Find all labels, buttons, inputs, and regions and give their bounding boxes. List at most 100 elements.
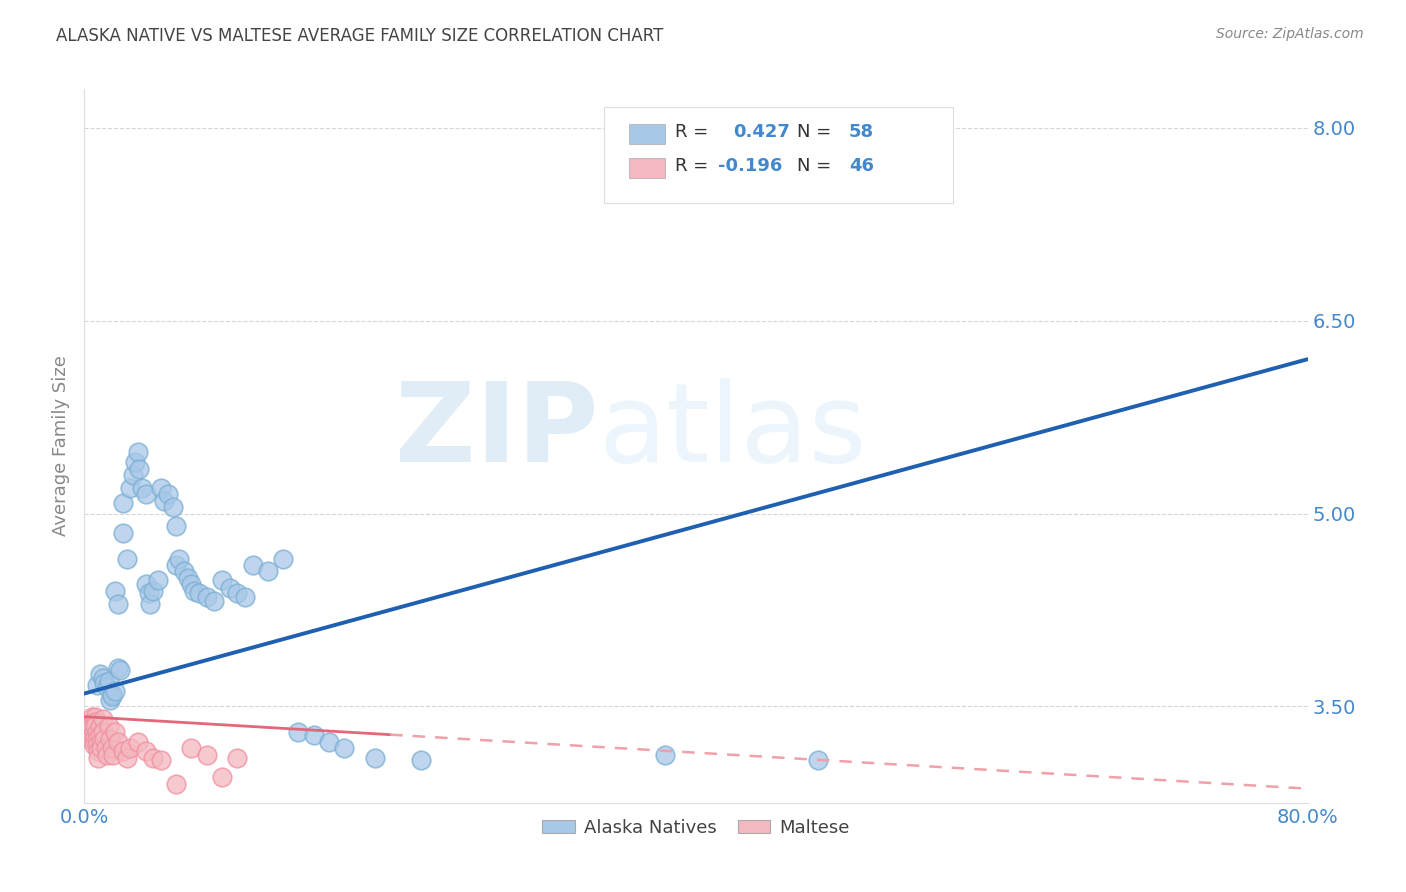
Point (83, 725, 105, 739)
Point (86, 725, 108, 739)
Point (111, 525, 134, 540)
Point (142, 583, 165, 598)
Point (233, 590, 256, 604)
Point (122, 467, 145, 482)
Point (84, 714, 107, 729)
Point (107, 735, 129, 749)
Point (146, 574, 169, 588)
Text: 58: 58 (849, 123, 875, 141)
Point (139, 597, 162, 611)
Point (302, 728, 325, 742)
Point (91, 712, 114, 726)
Point (101, 740, 124, 755)
Point (149, 753, 172, 767)
Point (84, 719, 107, 733)
Text: -0.196: -0.196 (718, 157, 782, 175)
Point (94, 740, 117, 755)
Y-axis label: Average Family Size: Average Family Size (52, 356, 70, 536)
Text: N =: N = (797, 157, 838, 175)
Point (107, 661, 129, 675)
Point (83, 738, 105, 752)
Point (157, 487, 180, 501)
Text: R =: R = (675, 123, 714, 141)
Point (104, 684, 127, 698)
Point (177, 571, 200, 585)
Point (257, 565, 280, 579)
Text: 0.427: 0.427 (733, 123, 790, 141)
Point (807, 753, 830, 767)
Point (242, 558, 264, 572)
Point (97, 673, 120, 688)
Point (124, 455, 146, 469)
Text: atlas: atlas (598, 378, 866, 485)
Point (90, 735, 112, 749)
Point (153, 493, 176, 508)
Point (98, 693, 121, 707)
Point (226, 586, 249, 600)
Point (195, 748, 218, 763)
Point (86, 731, 108, 746)
Point (135, 744, 157, 758)
Point (135, 577, 157, 591)
Point (101, 689, 124, 703)
Point (188, 586, 211, 600)
Point (149, 481, 172, 495)
Point (115, 551, 138, 566)
Point (226, 751, 249, 765)
Point (98, 731, 121, 746)
Point (87, 751, 110, 765)
Point (127, 735, 149, 749)
Legend: Alaska Natives, Maltese: Alaska Natives, Maltese (534, 812, 858, 844)
Point (96, 748, 118, 763)
Point (195, 590, 218, 604)
Point (80, 719, 103, 733)
Point (165, 776, 187, 790)
Point (318, 735, 340, 749)
Point (79, 725, 101, 739)
Point (86, 738, 108, 752)
Text: R =: R = (675, 157, 714, 175)
Point (333, 740, 356, 755)
Point (167, 551, 190, 566)
Point (103, 748, 125, 763)
Point (409, 753, 432, 767)
Point (211, 770, 233, 784)
Point (202, 594, 225, 608)
Point (120, 481, 142, 495)
Point (93, 676, 115, 690)
Point (104, 725, 127, 739)
Point (127, 444, 149, 458)
FancyBboxPatch shape (628, 124, 665, 145)
Point (80, 714, 103, 729)
Point (165, 519, 187, 533)
Text: ALASKA NATIVE VS MALTESE AVERAGE FAMILY SIZE CORRELATION CHART: ALASKA NATIVE VS MALTESE AVERAGE FAMILY … (56, 27, 664, 45)
Point (131, 481, 153, 495)
Point (142, 751, 165, 765)
Point (271, 551, 294, 566)
Point (83, 731, 105, 746)
Point (108, 664, 131, 678)
Point (111, 496, 134, 510)
Point (89, 667, 111, 681)
Point (96, 680, 118, 694)
Point (87, 744, 110, 758)
Point (89, 719, 111, 733)
Point (162, 500, 184, 514)
Point (80, 709, 103, 723)
Point (79, 731, 101, 746)
FancyBboxPatch shape (605, 107, 953, 203)
Point (77, 719, 100, 733)
Point (89, 728, 111, 742)
Text: N =: N = (797, 123, 838, 141)
Point (97, 719, 120, 733)
Point (107, 597, 129, 611)
Point (115, 751, 138, 765)
Point (183, 583, 205, 598)
Point (173, 565, 195, 579)
Point (218, 581, 240, 595)
Point (101, 686, 124, 700)
Text: 46: 46 (849, 157, 875, 175)
Point (180, 577, 202, 591)
Point (76, 723, 98, 737)
Point (91, 671, 114, 685)
